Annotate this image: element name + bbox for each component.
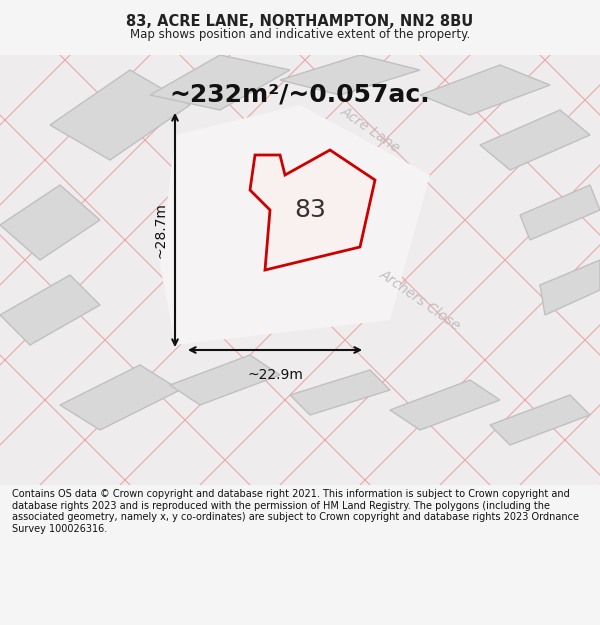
Polygon shape [420,65,550,115]
Polygon shape [150,55,290,110]
Polygon shape [480,110,590,170]
Polygon shape [60,365,180,430]
Polygon shape [250,150,375,270]
Text: ~22.9m: ~22.9m [247,368,303,382]
Text: Map shows position and indicative extent of the property.: Map shows position and indicative extent… [130,28,470,41]
Text: 83: 83 [294,198,326,222]
Polygon shape [520,185,600,240]
Polygon shape [50,70,190,160]
Polygon shape [290,370,390,415]
Polygon shape [280,55,420,95]
Polygon shape [390,380,500,430]
Polygon shape [490,395,590,445]
Polygon shape [170,355,280,405]
Text: 83, ACRE LANE, NORTHAMPTON, NN2 8BU: 83, ACRE LANE, NORTHAMPTON, NN2 8BU [127,14,473,29]
Polygon shape [0,185,100,260]
Text: ~28.7m: ~28.7m [153,202,167,258]
Text: ~232m²/~0.057ac.: ~232m²/~0.057ac. [170,83,430,107]
Polygon shape [0,55,600,485]
Polygon shape [160,105,430,345]
Text: Contains OS data © Crown copyright and database right 2021. This information is : Contains OS data © Crown copyright and d… [12,489,579,534]
Polygon shape [0,275,100,345]
Text: Archers Close: Archers Close [377,267,463,333]
Text: Acre Lane: Acre Lane [338,104,403,156]
Polygon shape [540,260,600,315]
